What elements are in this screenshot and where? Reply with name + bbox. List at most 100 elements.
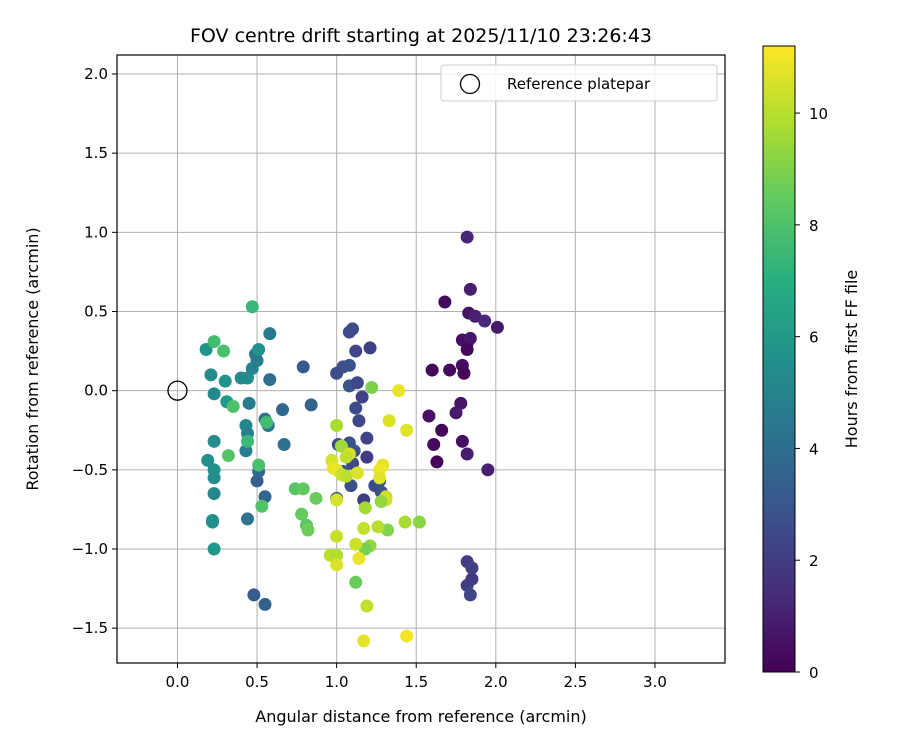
data-point xyxy=(339,450,353,464)
data-point xyxy=(365,381,379,394)
data-point xyxy=(247,588,261,602)
data-point xyxy=(478,314,492,328)
y-tick-label: −1.5 xyxy=(72,619,108,637)
data-point xyxy=(425,363,439,377)
colorbar-tick-label: 0 xyxy=(809,664,819,682)
grid xyxy=(117,55,725,663)
data-point xyxy=(360,431,374,445)
data-point xyxy=(204,368,218,382)
data-point xyxy=(349,537,363,551)
data-point xyxy=(357,521,371,535)
data-point xyxy=(201,453,215,467)
y-tick-label: 1.0 xyxy=(84,223,108,241)
data-point xyxy=(207,335,221,349)
data-point xyxy=(296,482,310,496)
data-point xyxy=(296,360,310,374)
data-point xyxy=(199,343,213,356)
y-tick-label: 0.5 xyxy=(84,303,108,321)
data-point xyxy=(443,363,457,377)
data-point xyxy=(342,325,356,339)
data-point xyxy=(260,415,274,429)
data-point xyxy=(355,390,369,404)
data-point xyxy=(457,366,471,380)
data-point xyxy=(449,406,463,420)
data-point xyxy=(207,542,221,556)
y-tick-label: 1.5 xyxy=(84,144,108,162)
x-tick-label: 3.0 xyxy=(643,673,667,691)
x-axis-label: Angular distance from reference (arcmin) xyxy=(255,707,586,726)
data-point xyxy=(455,434,469,448)
x-tick-label: 0.0 xyxy=(166,673,190,691)
data-point xyxy=(301,523,315,537)
data-point xyxy=(342,358,356,372)
data-point xyxy=(463,588,477,602)
data-point xyxy=(371,520,385,534)
data-point xyxy=(218,374,232,388)
x-tick-label: 1.5 xyxy=(404,673,428,691)
colorbar-gradient xyxy=(762,45,796,673)
y-tick-label: −1.0 xyxy=(72,540,108,558)
data-points xyxy=(167,230,504,648)
data-point xyxy=(490,320,504,334)
colorbar-tick-label: 2 xyxy=(809,552,819,570)
x-tick-label: 0.5 xyxy=(245,673,269,691)
data-point xyxy=(427,438,441,451)
data-point xyxy=(263,373,277,387)
data-point xyxy=(330,366,344,380)
plot-frame xyxy=(116,54,726,664)
data-point xyxy=(207,387,221,401)
data-point xyxy=(258,597,272,611)
legend-box xyxy=(440,64,718,102)
data-point xyxy=(234,371,248,385)
data-point xyxy=(221,449,235,463)
data-point xyxy=(252,458,266,472)
data-point xyxy=(412,515,426,529)
data-point xyxy=(373,471,387,485)
data-point xyxy=(334,439,348,453)
x-tick-label: 1.0 xyxy=(325,673,349,691)
data-point xyxy=(276,403,290,417)
colorbar-tick-label: 6 xyxy=(809,329,819,347)
data-point xyxy=(392,384,406,398)
data-point xyxy=(339,469,353,483)
y-tick-label: 0.0 xyxy=(84,382,108,400)
data-point xyxy=(255,499,269,513)
data-point xyxy=(438,295,452,309)
reference-marker xyxy=(167,380,188,401)
data-point xyxy=(398,515,412,529)
data-point xyxy=(207,471,221,485)
data-point xyxy=(241,512,255,526)
colorbar-tick-label: 8 xyxy=(809,217,819,235)
data-point xyxy=(252,343,266,356)
x-axis-ticks: 0.0 0.5 1.0 1.5 2.0 2.5 3.0 xyxy=(166,663,667,691)
data-point xyxy=(422,409,436,423)
data-point xyxy=(349,401,363,415)
colorbar-ticks: 0 2 4 6 8 10 xyxy=(795,105,828,682)
colorbar-tick-label: 10 xyxy=(809,105,828,123)
data-point xyxy=(352,414,366,428)
data-point xyxy=(217,344,231,358)
data-point xyxy=(304,398,318,412)
data-point xyxy=(205,515,219,529)
data-point xyxy=(463,282,477,296)
data-point xyxy=(400,423,414,437)
data-point xyxy=(309,491,323,505)
legend-marker-icon xyxy=(459,73,481,95)
y-tick-label: −0.5 xyxy=(72,461,108,479)
colorbar-label: Hours from first FF file xyxy=(842,270,861,449)
data-point xyxy=(460,230,474,244)
data-point xyxy=(242,396,256,410)
data-point xyxy=(277,438,291,451)
data-point xyxy=(245,300,259,314)
data-point xyxy=(349,344,363,358)
legend-label: Reference platepar xyxy=(507,75,651,93)
colorbar-tick-label: 4 xyxy=(809,440,819,458)
data-point xyxy=(430,455,444,469)
legend: Reference platepar xyxy=(440,64,718,102)
data-point xyxy=(330,558,344,572)
data-point xyxy=(350,466,364,480)
data-point xyxy=(465,561,479,575)
data-point xyxy=(382,414,396,428)
x-tick-label: 2.5 xyxy=(563,673,587,691)
data-point xyxy=(330,529,344,543)
